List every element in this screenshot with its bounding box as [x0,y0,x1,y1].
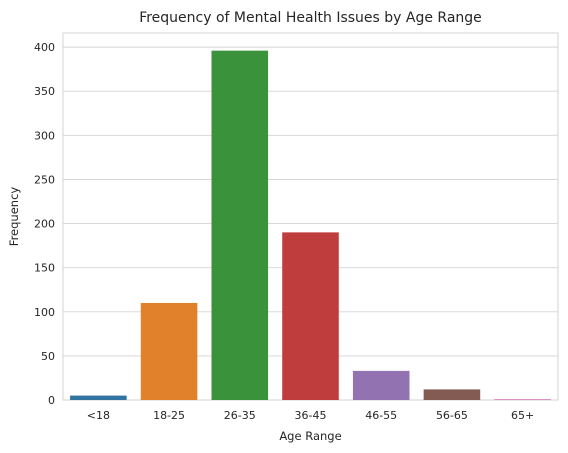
bar-36-45 [282,232,339,400]
y-tick-label: 0 [48,394,55,407]
x-tick-label: <18 [87,409,110,422]
y-tick-label: 250 [34,173,55,186]
y-tick-label: 300 [34,129,55,142]
y-tick-label: 150 [34,262,55,275]
x-tick-label: 46-55 [365,409,397,422]
x-tick-label: 56-65 [436,409,468,422]
x-tick-label: 65+ [511,409,534,422]
chart-title: Frequency of Mental Health Issues by Age… [139,10,482,26]
y-tick-label: 200 [34,218,55,231]
y-tick-labels: 0 50 100 150 200 250 300 350 400 [34,41,55,407]
y-tick-label: 50 [41,350,55,363]
x-tick-label: 36-45 [295,409,327,422]
x-axis-label: Age Range [279,429,341,443]
bar-65 [494,399,551,400]
bars [70,50,551,401]
y-tick-label: 100 [34,306,55,319]
bar-18-25 [140,302,198,400]
x-tick-label: 18-25 [153,409,185,422]
bar-18 [70,395,127,400]
x-tick-labels: <18 18-25 26-35 36-45 46-55 56-65 65+ [87,409,535,422]
y-tick-label: 350 [34,85,55,98]
x-tick-label: 26-35 [224,409,256,422]
y-tick-label: 400 [34,41,55,54]
bar-26-35 [211,50,269,401]
y-axis-label: Frequency [7,187,21,247]
bar-46-55 [352,370,410,400]
bar-56-65 [423,389,481,400]
